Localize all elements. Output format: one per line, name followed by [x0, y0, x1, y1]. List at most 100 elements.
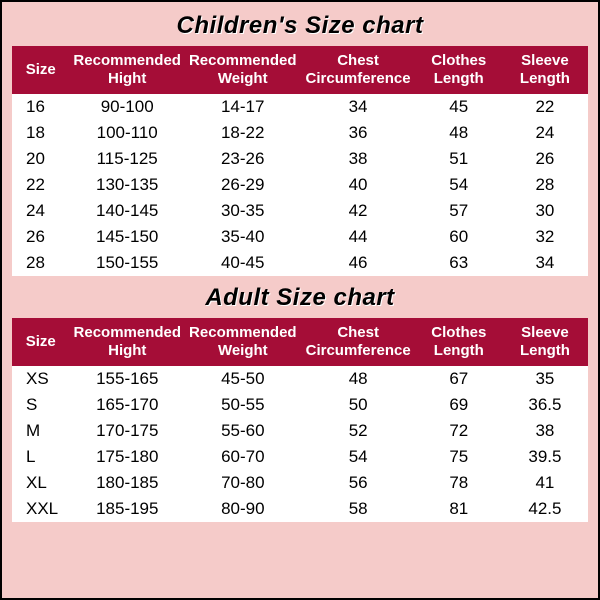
table-cell: 40-45 — [185, 250, 301, 276]
table-cell: M — [12, 418, 70, 444]
table-cell: 165-170 — [70, 392, 186, 418]
table-cell: 28 — [502, 172, 588, 198]
table-cell: 35 — [502, 366, 588, 392]
table-cell: 34 — [502, 250, 588, 276]
table-cell: 40 — [300, 172, 415, 198]
table-row: 20115-12523-26385126 — [12, 146, 588, 172]
table-cell: 145-150 — [69, 224, 185, 250]
table-cell: 130-135 — [69, 172, 185, 198]
table-cell: 36 — [300, 120, 415, 146]
col-clothes-length: Clothes Length — [416, 318, 502, 366]
adult-title: Adult Size chart — [12, 284, 588, 312]
table-cell: 56 — [301, 470, 416, 496]
table-cell: 78 — [416, 470, 502, 496]
children-table: Size Recommended Hight Recommended Weigh… — [12, 46, 588, 276]
table-row: 18100-11018-22364824 — [12, 120, 588, 146]
table-cell: 30-35 — [185, 198, 301, 224]
table-cell: L — [12, 444, 70, 470]
col-height: Recommended Hight — [70, 318, 186, 366]
table-row: 1690-10014-17344522 — [12, 94, 588, 120]
table-cell: 140-145 — [69, 198, 185, 224]
col-height: Recommended Hight — [69, 46, 185, 94]
table-cell: XS — [12, 366, 70, 392]
adult-table: Size Recommended Hight Recommended Weigh… — [12, 318, 588, 522]
table-cell: 45 — [416, 94, 502, 120]
table-cell: 57 — [416, 198, 502, 224]
table-row: 28150-15540-45466334 — [12, 250, 588, 276]
table-cell: 32 — [502, 224, 588, 250]
col-size: Size — [12, 318, 70, 366]
table-cell: 45-50 — [185, 366, 301, 392]
table-cell: 60 — [416, 224, 502, 250]
table-cell: 90-100 — [69, 94, 185, 120]
table-cell: XXL — [12, 496, 70, 522]
size-chart-container: Children's Size chart Size Recommended H… — [0, 0, 600, 600]
table-cell: 46 — [300, 250, 415, 276]
col-weight: Recommended Weight — [185, 318, 301, 366]
table-cell: 175-180 — [70, 444, 186, 470]
table-cell: 22 — [12, 172, 69, 198]
table-row: XL180-18570-80567841 — [12, 470, 588, 496]
table-cell: 20 — [12, 146, 69, 172]
table-cell: 36.5 — [502, 392, 588, 418]
table-cell: 170-175 — [70, 418, 186, 444]
col-chest: Chest Circumference — [301, 318, 416, 366]
table-cell: 150-155 — [69, 250, 185, 276]
table-cell: 72 — [416, 418, 502, 444]
table-cell: S — [12, 392, 70, 418]
table-cell: 42 — [300, 198, 415, 224]
adult-header-row: Size Recommended Hight Recommended Weigh… — [12, 318, 588, 366]
table-cell: 50-55 — [185, 392, 301, 418]
table-cell: 23-26 — [185, 146, 301, 172]
table-cell: 50 — [301, 392, 416, 418]
table-cell: 26-29 — [185, 172, 301, 198]
table-cell: 26 — [502, 146, 588, 172]
table-cell: 100-110 — [69, 120, 185, 146]
table-cell: 44 — [300, 224, 415, 250]
col-height-label: Recommended Hight — [73, 52, 181, 87]
table-cell: 185-195 — [70, 496, 186, 522]
table-cell: 24 — [12, 198, 69, 224]
table-cell: 63 — [416, 250, 502, 276]
table-row: L175-18060-70547539.5 — [12, 444, 588, 470]
children-title: Children's Size chart — [12, 12, 588, 40]
table-cell: 26 — [12, 224, 69, 250]
table-row: 26145-15035-40446032 — [12, 224, 588, 250]
table-cell: 69 — [416, 392, 502, 418]
col-size: Size — [12, 46, 69, 94]
col-sleeve-length: Sleeve Length — [502, 318, 588, 366]
table-cell: 54 — [416, 172, 502, 198]
table-cell: 52 — [301, 418, 416, 444]
table-cell: 81 — [416, 496, 502, 522]
table-cell: 54 — [301, 444, 416, 470]
table-cell: 60-70 — [185, 444, 301, 470]
table-cell: 55-60 — [185, 418, 301, 444]
table-row: S165-17050-55506936.5 — [12, 392, 588, 418]
col-clothes-length: Clothes Length — [416, 46, 502, 94]
table-cell: 22 — [502, 94, 588, 120]
table-row: XXL185-19580-90588142.5 — [12, 496, 588, 522]
table-cell: 38 — [502, 418, 588, 444]
table-cell: 180-185 — [70, 470, 186, 496]
table-cell: 39.5 — [502, 444, 588, 470]
children-header-row: Size Recommended Hight Recommended Weigh… — [12, 46, 588, 94]
table-row: M170-17555-60527238 — [12, 418, 588, 444]
table-cell: 155-165 — [70, 366, 186, 392]
table-cell: 67 — [416, 366, 502, 392]
table-cell: 80-90 — [185, 496, 301, 522]
table-cell: 115-125 — [69, 146, 185, 172]
table-cell: 14-17 — [185, 94, 301, 120]
table-cell: 48 — [416, 120, 502, 146]
table-cell: 48 — [301, 366, 416, 392]
table-cell: 28 — [12, 250, 69, 276]
col-sleeve-length: Sleeve Length — [502, 46, 588, 94]
table-row: 24140-14530-35425730 — [12, 198, 588, 224]
table-cell: 58 — [301, 496, 416, 522]
table-cell: 35-40 — [185, 224, 301, 250]
table-cell: 38 — [300, 146, 415, 172]
table-row: XS155-16545-50486735 — [12, 366, 588, 392]
table-cell: 34 — [300, 94, 415, 120]
table-cell: 41 — [502, 470, 588, 496]
col-chest: Chest Circumference — [300, 46, 415, 94]
table-cell: 24 — [502, 120, 588, 146]
